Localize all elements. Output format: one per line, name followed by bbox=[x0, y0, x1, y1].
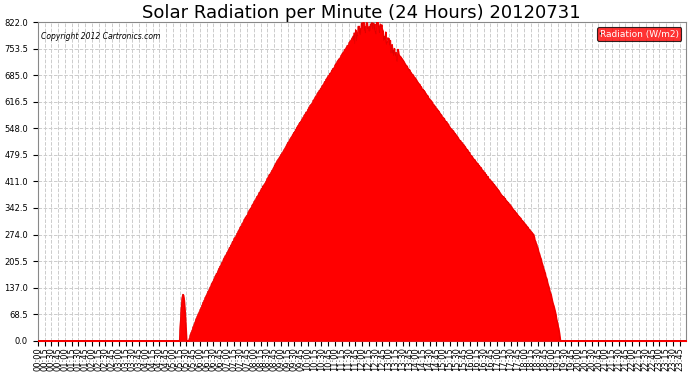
Legend: Radiation (W/m2): Radiation (W/m2) bbox=[597, 27, 681, 41]
Title: Solar Radiation per Minute (24 Hours) 20120731: Solar Radiation per Minute (24 Hours) 20… bbox=[143, 4, 581, 22]
Text: Copyright 2012 Cartronics.com: Copyright 2012 Cartronics.com bbox=[41, 32, 160, 41]
